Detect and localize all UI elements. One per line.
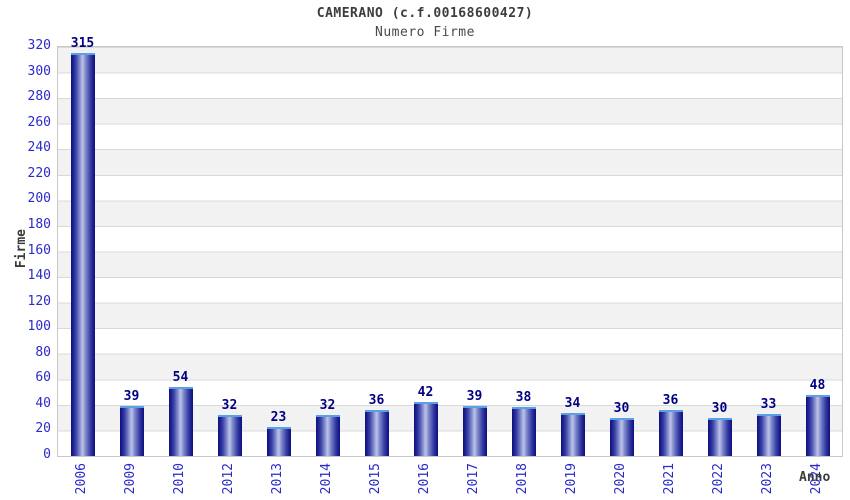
bar-2017 (462, 406, 487, 456)
x-tick-label: 2018 (514, 463, 530, 495)
y-tick-label: 240 (27, 140, 51, 156)
y-tick-label: 160 (27, 242, 51, 258)
bar-2019 (560, 412, 585, 456)
y-tick-label: 40 (35, 395, 51, 411)
x-tick-label: 2014 (318, 463, 334, 495)
y-tick-label: 320 (27, 38, 51, 53)
x-tick-label: 2006 (73, 463, 89, 495)
bar-2013 (266, 426, 291, 456)
bar-2022 (707, 417, 732, 456)
bar-2009 (119, 406, 144, 456)
y-tick-label: 280 (27, 89, 51, 105)
x-tick-label: 2017 (465, 463, 481, 495)
x-tick-label: 2022 (710, 463, 726, 495)
x-tick-label: 2013 (269, 463, 285, 495)
bar-value-label: 36 (368, 393, 385, 408)
x-axis-title: Anno (799, 470, 831, 485)
y-tick-label: 60 (35, 370, 51, 386)
y-tick-label: 20 (35, 421, 51, 437)
bar-value-label: 38 (515, 390, 532, 406)
bar-value-label: 48 (809, 377, 826, 393)
y-tick-label: 300 (27, 63, 51, 79)
x-tick-label: 2016 (416, 463, 432, 495)
bar-value-label: 315 (70, 36, 95, 52)
x-tick-label: 2010 (171, 463, 187, 495)
y-tick-label: 200 (27, 191, 51, 207)
y-tick-label: 180 (27, 216, 51, 232)
bar-2012 (217, 415, 242, 456)
y-tick-label: 0 (43, 447, 51, 462)
chart-title: CAMERANO (c.f.00168600427) (316, 6, 534, 21)
y-tick-label: 80 (35, 344, 51, 360)
bar-value-label: 54 (172, 369, 189, 385)
bar-value-label: 36 (662, 393, 679, 408)
chart-subtitle: Numero Firme (375, 25, 475, 40)
x-tick-label: 2015 (367, 463, 383, 495)
bar-2010 (168, 386, 193, 456)
bar-value-label: 32 (319, 398, 336, 414)
x-tick-label: 2023 (759, 463, 775, 495)
y-tick-label: 260 (27, 114, 51, 130)
bar-2006 (70, 53, 95, 456)
y-tick-label: 120 (27, 293, 51, 309)
x-tick-label: 2012 (220, 463, 236, 495)
bar-value-label: 30 (613, 400, 630, 416)
bar-2024 (805, 394, 830, 456)
y-tick-label: 140 (27, 268, 51, 284)
bar-2021 (658, 410, 683, 456)
x-tick-label: 2009 (122, 463, 138, 495)
y-axis-title: Firme (14, 229, 29, 269)
bar-2014 (315, 415, 340, 456)
y-tick-label: 100 (27, 319, 51, 335)
bar-2018 (511, 407, 536, 456)
bar-value-label: 42 (417, 385, 434, 401)
y-tick-label: 220 (27, 165, 51, 181)
bar-2015 (364, 410, 389, 456)
bar-value-label: 34 (564, 395, 581, 411)
bar-2020 (609, 417, 634, 456)
bar-2023 (756, 413, 781, 456)
bar-value-label: 30 (711, 400, 728, 416)
bar-value-label: 23 (270, 409, 287, 425)
bar-value-label: 39 (466, 389, 483, 405)
x-tick-label: 2021 (661, 463, 677, 495)
bar-value-label: 33 (760, 396, 777, 412)
x-tick-label: 2019 (563, 463, 579, 495)
bar-2016 (413, 402, 438, 456)
bar-value-label: 39 (123, 389, 140, 405)
plot-area: 315 39 54 32 23 32 36 42 39 38 34 30 36 30 33 48 (57, 37, 843, 457)
x-tick-label: 2020 (612, 463, 628, 495)
bar-value-label: 32 (221, 398, 238, 414)
